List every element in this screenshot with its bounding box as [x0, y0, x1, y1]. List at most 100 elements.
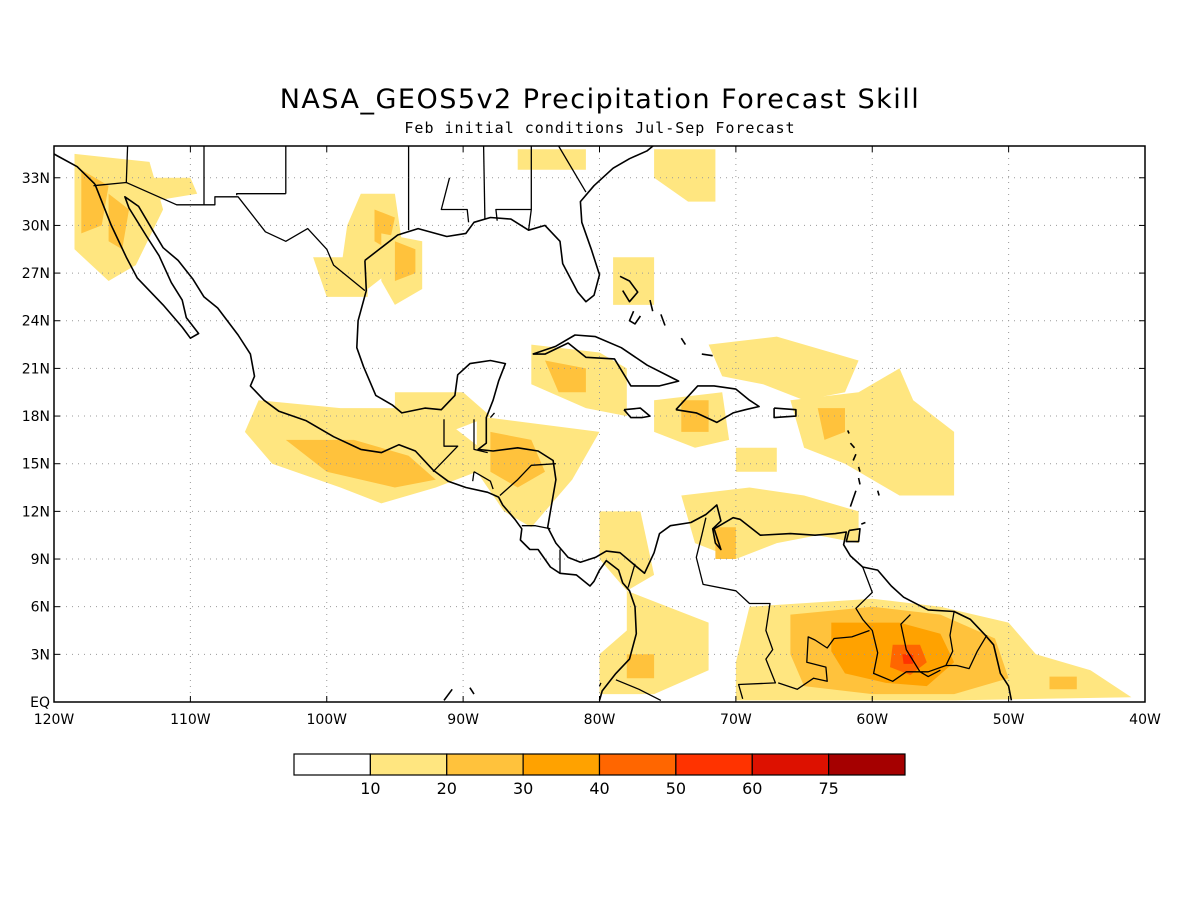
colorbar-bin-5 — [675, 753, 753, 776]
lat-tick-label: 15N — [22, 457, 50, 473]
border-14 — [473, 471, 494, 490]
coastline-23 — [443, 688, 453, 701]
skill-region-22 — [708, 336, 859, 401]
border-25 — [777, 629, 870, 690]
coastline-14 — [701, 353, 713, 357]
country-borders — [93, 146, 988, 701]
skill-region-16 — [490, 431, 545, 488]
coastline-19 — [857, 477, 861, 485]
border-1 — [125, 146, 129, 183]
skill-region-28 — [599, 590, 709, 695]
border-26 — [919, 669, 941, 678]
border-7 — [440, 177, 470, 223]
skill-region-2 — [108, 193, 129, 250]
coastline-13 — [680, 337, 687, 346]
skill-region-23 — [790, 368, 955, 496]
skill-region-1 — [81, 169, 109, 234]
border-22 — [855, 566, 921, 682]
coastline-9 — [619, 275, 639, 303]
skill-region-18 — [545, 360, 586, 393]
coastline-16 — [849, 442, 856, 449]
colorbar-label: 60 — [742, 779, 762, 798]
border-28 — [489, 412, 495, 419]
lat-tick-label: 24N — [22, 314, 50, 330]
lat-tick-label: 27N — [22, 266, 50, 282]
colorbar: 10 20 30 40 50 60 75 — [293, 753, 906, 798]
skill-region-10 — [654, 149, 716, 202]
skill-region-8 — [313, 257, 368, 297]
border-11 — [558, 146, 587, 193]
border-8 — [482, 146, 486, 220]
skill-shading — [74, 149, 1132, 701]
colorbar-label: 20 — [437, 779, 457, 798]
skill-region-3 — [135, 177, 198, 202]
coastline-22 — [861, 521, 866, 525]
skill-region-20 — [681, 400, 709, 432]
map-subtitle: Feb initial conditions Jul-Sep Forecast — [404, 119, 796, 137]
border-19 — [627, 563, 636, 588]
coastline-12 — [660, 314, 666, 326]
colorbar-label: 40 — [589, 779, 609, 798]
skill-region-25 — [681, 487, 859, 559]
lat-tick-label: 21N — [22, 361, 50, 377]
lat-tick-label: 33N — [22, 171, 50, 187]
coastline-11 — [649, 299, 654, 312]
map-title: NASA_GEOS5v2 Precipitation Forecast Skil… — [279, 84, 921, 115]
coastline-24 — [469, 687, 475, 695]
coastline-18 — [857, 466, 861, 472]
lon-tick-label: 50W — [993, 712, 1025, 728]
lon-tick-label: 70W — [720, 712, 752, 728]
coastline-20 — [849, 490, 857, 507]
skill-region-35 — [1049, 676, 1077, 690]
skill-region-14 — [394, 392, 491, 432]
border-3 — [236, 193, 286, 196]
border-21 — [695, 517, 777, 699]
colorbar-label: 30 — [513, 779, 533, 798]
colorbar-bin-3 — [522, 753, 601, 776]
colorbar-bin-1 — [369, 753, 448, 776]
coastline-6 — [675, 385, 760, 424]
border-13 — [473, 419, 488, 454]
colorbar-bin-0 — [293, 753, 371, 776]
skill-region-29 — [626, 654, 655, 679]
lat-tick-label: 6N — [31, 600, 50, 616]
lon-tick-label: 110W — [170, 712, 211, 728]
coastline-4 — [532, 334, 680, 387]
lat-tick-label: 3N — [31, 647, 50, 663]
colorbar-bin-6 — [751, 753, 830, 776]
border-15 — [472, 471, 475, 482]
colorbar-bin-7 — [828, 753, 906, 776]
coastline-7 — [773, 407, 797, 419]
lat-tick-label: EQ — [30, 695, 50, 711]
coastline-17 — [852, 453, 857, 461]
skill-region-21 — [735, 447, 777, 472]
border-17 — [521, 525, 551, 530]
lon-tick-label: 90W — [447, 712, 479, 728]
lon-tick-label: 60W — [856, 712, 888, 728]
border-10 — [495, 208, 532, 221]
coastline-8 — [845, 527, 861, 543]
lat-tick-label: 18N — [22, 409, 50, 425]
coastline-0 — [54, 153, 96, 185]
border-23 — [920, 611, 955, 673]
lat-tick-label: 9N — [31, 552, 50, 568]
skill-region-7 — [394, 241, 416, 281]
colorbar-bin-4 — [598, 753, 677, 776]
border-27 — [598, 682, 602, 687]
coastline-10 — [628, 310, 642, 325]
axes: EQ 3N 6N 9N 12N 15N 18N 21N 24N 27N 30N 33N 120W 110W… — [22, 146, 1161, 728]
skill-region-9 — [517, 149, 586, 170]
coastline-1 — [94, 183, 638, 701]
border-24 — [945, 634, 988, 670]
lon-tick-label: 40W — [1129, 712, 1161, 728]
colorbar-label: 75 — [818, 779, 838, 798]
coastline-15 — [846, 430, 850, 434]
border-12 — [432, 419, 459, 473]
coastline-21 — [876, 490, 880, 496]
coastline-3 — [364, 146, 655, 303]
skill-region-24 — [817, 408, 845, 440]
colorbar-bin-2 — [446, 753, 524, 776]
border-16 — [499, 463, 556, 496]
lon-tick-label: 100W — [306, 712, 347, 728]
